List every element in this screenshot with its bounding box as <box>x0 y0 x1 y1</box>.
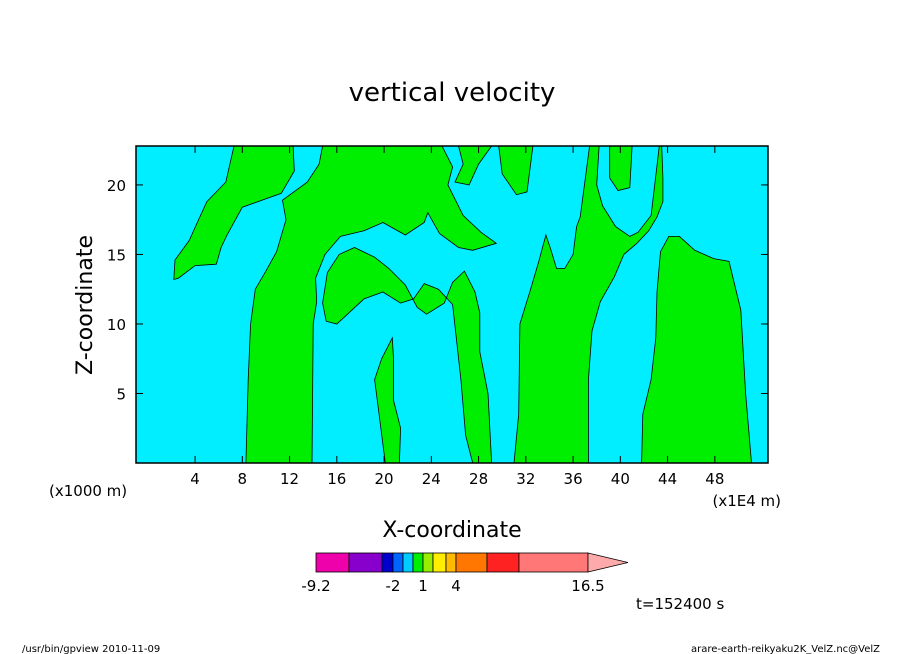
colorbar-label: -2 <box>386 577 401 595</box>
x-axis: 4 8 12 16 20 24 28 32 36 40 44 48 <box>190 146 724 488</box>
x-tick-label: 8 <box>238 470 248 488</box>
x-tick-label: 24 <box>422 470 441 488</box>
colorbar-bin <box>445 552 457 573</box>
x-unit-left: (x1000 m) <box>49 482 127 500</box>
colorbar-arrow <box>587 552 629 573</box>
x-tick-label: 28 <box>469 470 488 488</box>
colorbar-label: 4 <box>451 577 461 595</box>
contour-region-8 <box>641 236 752 463</box>
x-tick-label: 4 <box>190 470 200 488</box>
contour-region-6 <box>498 146 534 196</box>
x-tick-label: 16 <box>327 470 346 488</box>
contour-region-2 <box>245 146 498 463</box>
footer-right: arare-earth-reikyaku2K_VelZ.nc@VelZ <box>691 644 880 654</box>
x-axis-label: X-coordinate <box>382 518 521 543</box>
colorbar <box>315 552 629 573</box>
x-tick-label: 44 <box>658 470 677 488</box>
colorbar-bin <box>486 552 520 573</box>
y-tick-label: 15 <box>107 246 126 264</box>
y-tick-label: 20 <box>107 177 126 195</box>
colorbar-bin <box>422 552 434 573</box>
contour-regions <box>173 146 752 463</box>
contour-region-4 <box>374 336 402 463</box>
colorbar-bin <box>412 552 424 573</box>
colorbar-bin <box>518 552 589 573</box>
contour-region-5 <box>454 146 493 186</box>
plot-area <box>135 145 769 464</box>
colorbar-bin <box>432 552 447 573</box>
x-tick-label: 36 <box>564 470 583 488</box>
colorbar-bin <box>392 552 404 573</box>
footer-left: /usr/bin/gpview 2010-11-09 <box>22 644 160 654</box>
y-axis: 5 10 15 20 <box>107 177 768 403</box>
chart-title: vertical velocity <box>349 78 556 108</box>
x-tick-label: 32 <box>516 470 535 488</box>
x-tick-label: 12 <box>280 470 299 488</box>
colorbar-bin <box>381 552 394 573</box>
contour-region-3 <box>322 247 493 463</box>
x-unit-right: (x1E4 m) <box>712 492 781 510</box>
contour-region-1 <box>173 146 295 281</box>
x-tick-label: 20 <box>375 470 394 488</box>
y-tick-label: 10 <box>107 316 126 334</box>
colorbar-labels: -9.2 -2 1 4 16.5 <box>301 577 604 595</box>
colorbar-bin <box>348 552 383 573</box>
y-tick-label: 5 <box>116 385 126 403</box>
colorbar-bin <box>315 552 350 573</box>
y-axis-label: Z-coordinate <box>73 235 98 375</box>
time-label: t=152400 s <box>636 595 724 613</box>
x-tick-label: 48 <box>705 470 724 488</box>
colorbar-bin <box>402 552 414 573</box>
colorbar-label: 1 <box>418 577 428 595</box>
plot-frame <box>135 145 769 464</box>
colorbar-label: -9.2 <box>301 577 330 595</box>
colorbar-bin <box>455 552 488 573</box>
contour-region-7 <box>513 146 664 463</box>
colorbar-label: 16.5 <box>571 577 604 595</box>
x-tick-label: 40 <box>611 470 630 488</box>
